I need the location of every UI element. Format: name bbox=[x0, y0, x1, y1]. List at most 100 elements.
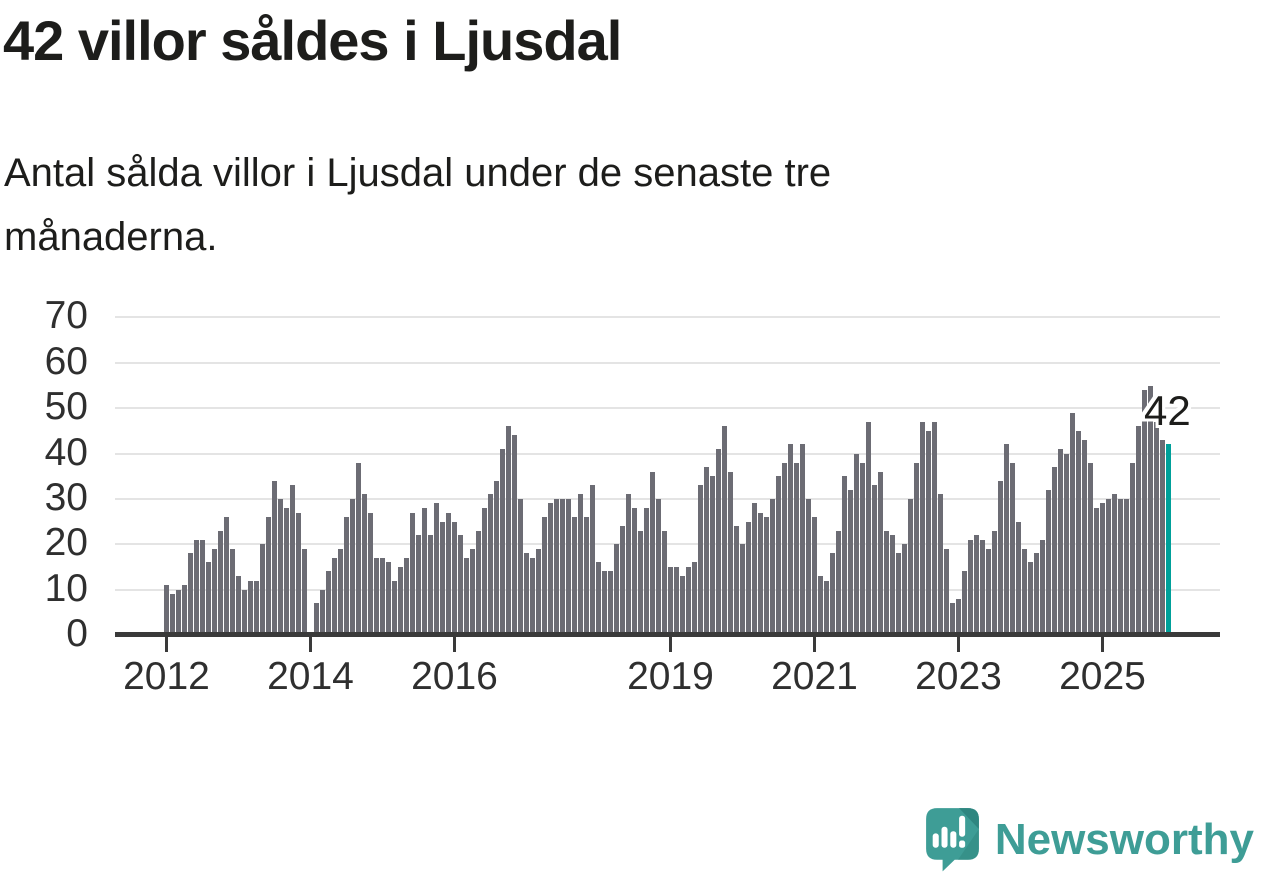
bar bbox=[524, 553, 529, 635]
bar-current-period bbox=[1166, 444, 1171, 635]
bar bbox=[926, 431, 931, 635]
bar bbox=[590, 485, 595, 635]
bar bbox=[296, 513, 301, 635]
bar bbox=[260, 544, 265, 635]
bar bbox=[1022, 549, 1027, 635]
x-axis-tick bbox=[309, 637, 312, 652]
x-axis-tick-label: 2014 bbox=[267, 655, 354, 698]
x-axis-tick-label: 2021 bbox=[771, 655, 858, 698]
bar bbox=[176, 590, 181, 635]
bar bbox=[242, 590, 247, 635]
bar bbox=[788, 444, 793, 635]
gridline-y60 bbox=[115, 361, 1220, 364]
bar bbox=[464, 558, 469, 635]
bar bbox=[728, 472, 733, 635]
bar bbox=[824, 581, 829, 635]
chart-subtitle: Antal sålda villor i Ljusdal under de se… bbox=[4, 151, 832, 259]
bar bbox=[428, 535, 433, 635]
x-axis-tick-label: 2023 bbox=[915, 655, 1002, 698]
bar bbox=[320, 590, 325, 635]
bar bbox=[386, 562, 391, 635]
bar bbox=[992, 531, 997, 635]
bar bbox=[914, 463, 919, 635]
bar bbox=[1064, 454, 1069, 635]
bar bbox=[1142, 390, 1147, 635]
bar bbox=[932, 422, 937, 635]
bar bbox=[404, 558, 409, 635]
bar bbox=[668, 567, 673, 635]
bar bbox=[506, 426, 511, 635]
bar bbox=[758, 513, 763, 635]
bar bbox=[818, 576, 823, 635]
bar bbox=[578, 494, 583, 635]
bar bbox=[1058, 449, 1063, 635]
bar bbox=[212, 549, 217, 635]
bar bbox=[1082, 440, 1087, 635]
bar bbox=[1034, 553, 1039, 635]
bar bbox=[848, 490, 853, 635]
gridline-y30 bbox=[115, 497, 1220, 500]
bar bbox=[392, 581, 397, 635]
bar bbox=[872, 485, 877, 635]
bar bbox=[902, 544, 907, 635]
bar bbox=[998, 481, 1003, 635]
gridline-y70 bbox=[115, 316, 1220, 319]
bar bbox=[332, 558, 337, 635]
bar bbox=[446, 513, 451, 635]
bar bbox=[284, 508, 289, 635]
bar bbox=[698, 485, 703, 635]
bar bbox=[1106, 499, 1111, 635]
bar bbox=[368, 513, 373, 635]
bar bbox=[860, 463, 865, 635]
bar bbox=[950, 603, 955, 635]
bar bbox=[704, 467, 709, 635]
bar bbox=[554, 499, 559, 635]
bar bbox=[548, 503, 553, 635]
bar bbox=[170, 594, 175, 635]
bar bbox=[530, 558, 535, 635]
bar bbox=[362, 494, 367, 635]
x-axis-tick bbox=[813, 637, 816, 652]
bar bbox=[350, 499, 355, 635]
bar bbox=[746, 522, 751, 635]
bar bbox=[986, 549, 991, 635]
bar bbox=[1004, 444, 1009, 635]
bar bbox=[842, 476, 847, 635]
bar bbox=[218, 531, 223, 635]
bar bbox=[764, 517, 769, 635]
bar bbox=[1154, 422, 1159, 635]
bar bbox=[1112, 494, 1117, 635]
bar bbox=[566, 499, 571, 635]
brand-footer: Newsworthy bbox=[924, 807, 1254, 873]
y-axis-tick-label: 20 bbox=[44, 521, 88, 565]
bar bbox=[614, 544, 619, 635]
bar bbox=[584, 517, 589, 635]
bar bbox=[938, 494, 943, 635]
bar bbox=[632, 508, 637, 635]
newsworthy-logo-icon bbox=[925, 808, 979, 872]
bar bbox=[188, 553, 193, 635]
bar bbox=[974, 535, 979, 635]
bar bbox=[722, 426, 727, 635]
x-axis-tick-label: 2019 bbox=[627, 655, 714, 698]
x-axis-tick-label: 2012 bbox=[123, 655, 210, 698]
bar bbox=[1076, 431, 1081, 635]
bar bbox=[410, 513, 415, 635]
bar bbox=[854, 454, 859, 635]
bar bbox=[968, 540, 973, 635]
bar bbox=[344, 517, 349, 635]
bar bbox=[770, 499, 775, 635]
bar bbox=[440, 522, 445, 635]
bar bbox=[794, 463, 799, 635]
bar bbox=[398, 567, 403, 635]
bar bbox=[482, 508, 487, 635]
bar-series bbox=[164, 0, 1174, 635]
bar bbox=[1052, 467, 1057, 635]
bar bbox=[224, 517, 229, 635]
bar bbox=[962, 571, 967, 635]
bar bbox=[782, 463, 787, 635]
bar bbox=[500, 449, 505, 635]
x-axis-line bbox=[115, 632, 1220, 637]
bar bbox=[752, 503, 757, 635]
